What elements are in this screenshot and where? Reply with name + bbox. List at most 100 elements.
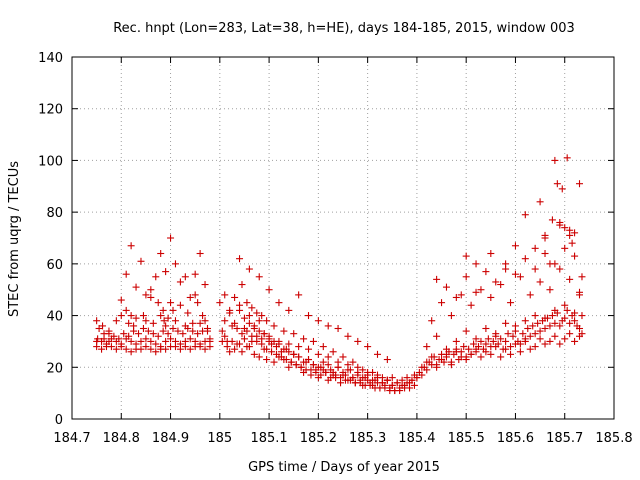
data-point [300,358,308,366]
data-point [137,337,145,345]
data-point [105,330,113,338]
data-point [176,345,184,353]
data-point [413,374,421,382]
data-point [231,293,239,301]
data-point [263,356,271,364]
data-point [280,345,288,353]
data-point [174,327,182,335]
data-point [551,156,559,164]
data-point [245,319,253,327]
data-point [270,322,278,330]
data-point [526,345,534,353]
data-point [344,361,352,369]
data-point [546,286,554,294]
data-point [472,260,480,268]
data-point [364,343,372,351]
data-point [263,317,271,325]
data-point [477,337,485,345]
data-point [176,301,184,309]
data-point [566,319,574,327]
y-tick-label: 20 [46,361,63,376]
data-point [497,335,505,343]
data-point [245,312,253,320]
data-point [201,281,209,289]
x-tick-label: 185.4 [398,431,435,446]
data-point [482,268,490,276]
data-point [571,309,579,317]
x-axis-ticks: 184.7 184.8 184.9 185 185.1 185.2 185.3 185.4 18… [53,57,633,446]
data-point [339,371,347,379]
data-point [206,337,214,345]
data-point [457,291,465,299]
data-point [563,306,571,314]
data-point [137,345,145,353]
data-point [309,361,317,369]
data-point [388,381,396,389]
data-point [309,337,317,345]
data-point [460,343,468,351]
data-point [563,154,571,162]
data-point [452,348,460,356]
data-point [275,299,283,307]
data-point [305,356,313,364]
data-point [162,337,170,345]
data-point [162,322,170,330]
data-point [433,275,441,283]
data-point [521,317,529,325]
data-points [93,154,586,395]
x-tick-label: 185.6 [497,431,534,446]
x-tick-label: 185 [207,431,232,446]
data-point [511,340,519,348]
data-point [531,343,539,351]
data-point [319,343,327,351]
data-point [487,250,495,258]
x-tick-label: 185.5 [448,431,485,446]
data-point [578,273,586,281]
data-point [196,319,204,327]
data-point [94,335,102,343]
chart-title: Rec. hnpt (Lon=283, Lat=38, h=HE), days … [113,21,575,36]
data-point [551,306,559,314]
x-tick-label: 184.9 [152,431,189,446]
data-point [334,358,342,366]
x-tick-label: 185.3 [349,431,386,446]
data-point [378,374,386,382]
data-point [154,299,162,307]
x-tick-label: 185.7 [546,431,583,446]
y-axis-ticks: 0 20 40 60 80 100 120 140 [38,51,614,428]
data-point [487,350,495,358]
data-point [191,270,199,278]
data-point [509,332,517,340]
data-point [442,345,450,353]
data-point [117,312,125,320]
data-point [287,358,295,366]
data-point [536,198,544,206]
data-point [492,330,500,338]
data-point [265,335,273,343]
data-point [240,325,248,332]
data-point [238,281,246,289]
data-point [216,299,224,307]
data-point [482,325,490,332]
data-point [578,312,586,320]
data-point [366,381,374,389]
data-point [423,358,431,366]
data-point [290,330,298,338]
data-point [272,350,280,358]
data-point [511,242,519,250]
data-point [152,273,160,281]
data-point [167,234,175,242]
data-point [159,327,167,335]
data-point [194,299,202,307]
data-point [164,330,172,338]
data-point [566,226,574,234]
data-point [561,301,569,309]
y-tick-label: 80 [46,206,63,221]
x-tick-label: 184.8 [103,431,140,446]
data-point [541,314,549,322]
data-point [548,312,556,320]
y-tick-label: 60 [46,258,63,273]
data-point [226,348,234,356]
data-point [576,325,584,332]
data-point [369,368,377,376]
